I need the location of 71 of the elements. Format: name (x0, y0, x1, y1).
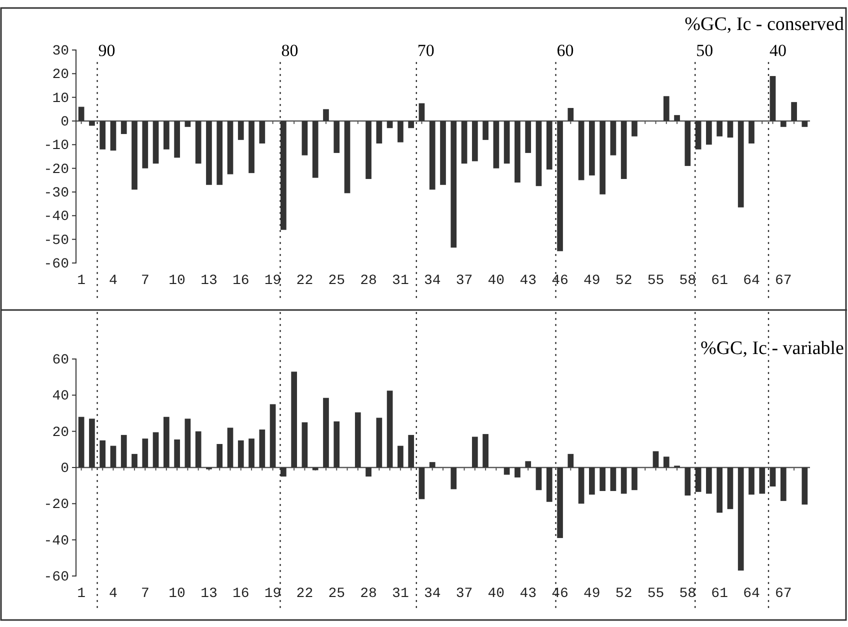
y-tick-label: 40 (52, 388, 69, 405)
annotation: 40 (770, 41, 787, 60)
x-tick-label: 19 (264, 272, 282, 289)
y-tick-label: -50 (44, 232, 69, 249)
x-tick-label: 31 (392, 586, 409, 602)
x-tick-label: 37 (456, 586, 473, 602)
x-tick-label: 43 (520, 272, 537, 289)
y-tick-label: 10 (52, 90, 69, 107)
x-tick-label: 13 (200, 586, 218, 602)
x-tick-label: 61 (711, 586, 728, 602)
x-tick-label: 34 (424, 586, 441, 602)
x-tick-label: 67 (775, 272, 792, 289)
x-tick-label: 58 (679, 586, 696, 602)
x-tick-label: 28 (360, 272, 377, 289)
x-tick-label: 25 (328, 272, 346, 289)
y-tick-label: -20 (44, 162, 69, 178)
x-tick-label: 52 (615, 272, 632, 289)
chart-title: %GC, Ic - variable (700, 338, 844, 359)
y-tick-label: -40 (44, 209, 69, 226)
x-tick-label: 64 (743, 272, 760, 289)
x-tick-label: 43 (520, 586, 537, 602)
x-tick-label: 16 (232, 586, 250, 602)
annotation: 70 (417, 41, 434, 60)
x-tick-label: 58 (679, 272, 696, 289)
x-tick-label: 10 (168, 272, 186, 289)
x-tick-label: 49 (584, 272, 600, 289)
x-tick-label: 46 (552, 586, 568, 602)
x-tick-label: 34 (424, 272, 441, 289)
x-tick-label: 1 (77, 586, 86, 602)
x-tick-label: 37 (456, 272, 473, 289)
annotation: 60 (556, 41, 574, 60)
x-tick-label: 22 (296, 272, 314, 289)
x-tick-label: 4 (109, 586, 118, 602)
x-tick-label: 40 (488, 272, 505, 289)
x-tick-label: 55 (647, 586, 664, 602)
x-tick-label: 7 (140, 586, 150, 602)
x-tick-label: 1 (77, 272, 86, 289)
x-tick-label: 10 (168, 586, 186, 602)
x-tick-label: 7 (140, 272, 150, 289)
x-tick-label: 16 (232, 272, 250, 289)
y-tick-label: 0 (60, 114, 69, 130)
y-tick-label: -10 (44, 138, 69, 154)
y-tick-label: -30 (44, 185, 69, 202)
x-tick-label: 67 (775, 586, 792, 602)
y-tick-label: -60 (44, 256, 69, 272)
y-tick-label: -60 (44, 569, 69, 586)
chart-title: %GC, Ic - conserved (684, 14, 844, 35)
y-tick-label: -20 (44, 497, 69, 514)
y-tick-label: 0 (60, 460, 69, 477)
x-tick-label: 13 (200, 272, 218, 289)
y-tick-label: -40 (44, 533, 69, 550)
x-tick-label: 40 (488, 586, 505, 602)
x-tick-label: 28 (360, 586, 377, 602)
annotation: 90 (98, 41, 116, 60)
x-tick-label: 25 (328, 586, 346, 602)
x-tick-label: 55 (647, 272, 664, 289)
y-tick-label: 20 (52, 424, 69, 441)
x-tick-label: 19 (264, 586, 282, 602)
y-tick-label: 20 (52, 67, 69, 84)
x-tick-label: 52 (615, 586, 632, 602)
x-tick-label: 4 (109, 272, 118, 289)
annotation: 80 (281, 41, 298, 60)
y-tick-label: 60 (52, 352, 69, 368)
x-tick-label: 61 (711, 272, 728, 289)
annotation: 50 (696, 41, 714, 60)
x-tick-label: 49 (584, 586, 600, 602)
y-tick-label: 30 (52, 43, 69, 60)
x-tick-label: 31 (392, 272, 409, 289)
x-tick-label: 22 (296, 586, 314, 602)
x-tick-label: 46 (552, 272, 568, 289)
x-tick-label: 64 (743, 586, 760, 602)
